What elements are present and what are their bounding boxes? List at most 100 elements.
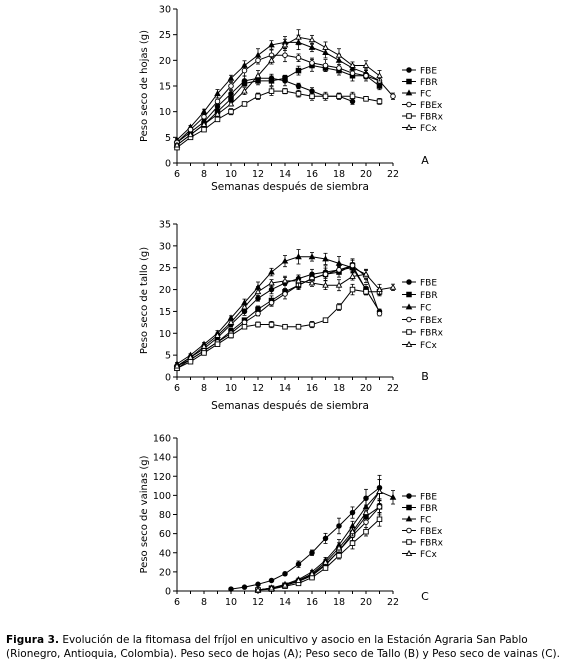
x-tick-label: 20: [360, 597, 372, 608]
x-tick-label: 18: [333, 169, 345, 180]
legend-marker: [406, 329, 412, 335]
series-fcx: [173, 268, 397, 369]
series-line: [176, 90, 380, 148]
legend-label: FBEx: [420, 316, 443, 326]
y-axis-title: Peso seco de tallo (g): [139, 247, 150, 354]
y-tick-label: 10: [159, 107, 171, 118]
data-point: [187, 358, 194, 365]
caption-label: Figura 3.: [6, 634, 59, 646]
x-tick-label: 18: [333, 383, 345, 394]
x-tick-label: 22: [387, 597, 399, 608]
series-fcx: [173, 29, 383, 148]
data-point: [362, 270, 370, 277]
y-tick-label: 5: [165, 133, 171, 144]
x-tick-label: 14: [279, 597, 291, 608]
y-tick-label: 10: [159, 329, 171, 340]
legend-label: FCx: [420, 550, 437, 560]
data-point: [201, 350, 207, 356]
data-point: [336, 304, 342, 310]
x-tick-label: 8: [201, 597, 207, 608]
data-point: [241, 80, 248, 87]
panel-b: [173, 223, 416, 380]
data-point: [349, 70, 356, 76]
x-tick-label: 8: [201, 383, 207, 394]
data-point: [214, 116, 221, 123]
y-axis-title: Peso seco de vainas (g): [139, 455, 150, 573]
data-point: [255, 310, 261, 317]
data-point: [335, 281, 343, 288]
data-point: [228, 586, 234, 592]
x-tick-label: 22: [387, 169, 399, 180]
data-point: [376, 504, 383, 510]
data-point: [268, 279, 275, 286]
data-point: [308, 570, 316, 577]
data-point: [227, 318, 235, 325]
legend-label: FBE: [420, 67, 437, 77]
data-point: [335, 259, 343, 266]
x-tick-label: 20: [360, 169, 372, 180]
legend-label: FC: [420, 516, 431, 526]
data-point: [322, 93, 329, 100]
legend-marker: [406, 527, 412, 534]
data-point: [227, 74, 235, 81]
series-fbex: [174, 48, 396, 146]
data-point: [349, 262, 356, 269]
x-axis-title: Semanas después de siembra: [211, 181, 369, 193]
y-tick-label: 120: [153, 472, 171, 483]
data-point: [336, 552, 342, 559]
y-tick-label: 25: [159, 263, 171, 274]
y-axis-title: Peso seco de hojas (g): [139, 30, 150, 142]
data-point: [214, 98, 221, 105]
data-point: [362, 61, 370, 68]
y-tick-label: 25: [159, 30, 171, 41]
legend-label: FC: [420, 90, 431, 100]
data-point: [241, 323, 248, 330]
data-point: [390, 93, 396, 100]
data-point: [201, 126, 207, 133]
y-tick-label: 20: [159, 285, 171, 296]
data-point: [349, 61, 356, 68]
data-point: [376, 310, 383, 317]
data-point: [349, 509, 356, 516]
x-tick-label: 6: [174, 383, 180, 394]
data-point: [268, 299, 275, 306]
series-fbe: [174, 73, 356, 146]
data-point: [309, 60, 315, 66]
data-point: [255, 57, 261, 64]
x-tick-label: 14: [279, 169, 291, 180]
data-point: [336, 65, 342, 71]
legend-marker: [405, 340, 413, 347]
legend-marker: [405, 89, 413, 96]
data-point: [282, 323, 288, 330]
legend-label: FBRx: [420, 539, 444, 549]
series-line: [176, 289, 380, 369]
data-point: [268, 321, 275, 328]
y-tick-label: 40: [159, 548, 171, 559]
series-line: [176, 264, 380, 367]
data-point: [214, 341, 221, 347]
y-tick-label: 5: [165, 351, 171, 362]
series-line: [257, 518, 380, 591]
legend-label: FBEx: [420, 527, 443, 537]
data-point: [281, 581, 289, 588]
figure-caption: Figura 3. Evolución de la fitomasa del f…: [6, 633, 571, 661]
data-point: [268, 56, 275, 63]
data-point: [200, 120, 208, 127]
data-point: [389, 283, 397, 290]
series-fbrx: [174, 86, 383, 151]
data-point: [295, 90, 302, 97]
data-point: [281, 257, 289, 264]
x-tick-label: 12: [252, 597, 264, 608]
data-point: [322, 255, 329, 262]
data-point: [214, 110, 221, 117]
x-tick-label: 10: [225, 169, 237, 180]
x-tick-label: 10: [225, 383, 237, 394]
data-point: [255, 321, 261, 328]
data-point: [295, 253, 302, 260]
data-point: [254, 586, 262, 593]
data-point: [389, 493, 397, 500]
y-tick-label: 0: [165, 159, 171, 170]
y-tick-label: 30: [159, 241, 171, 252]
data-point: [295, 33, 302, 40]
